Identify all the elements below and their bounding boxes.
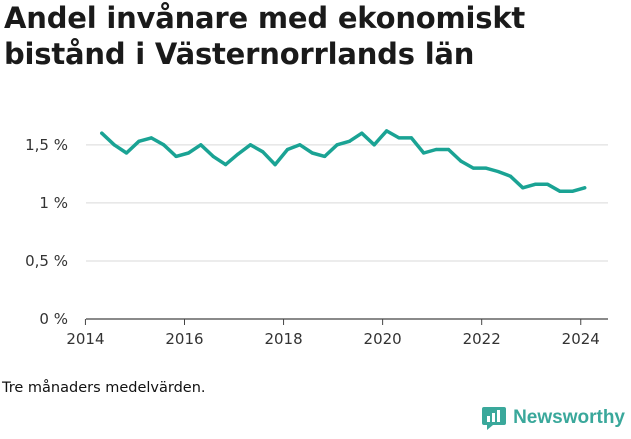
- data-point: [558, 189, 562, 193]
- x-tick-label: 2018: [264, 330, 302, 348]
- chart-title: Andel invånare med ekonomiskt bistånd i …: [4, 1, 526, 71]
- chart-caption: Tre månaders medelvärden.: [2, 380, 206, 396]
- data-point: [149, 136, 153, 140]
- data-point: [360, 131, 364, 135]
- x-tick-label: 2014: [66, 330, 104, 348]
- data-point: [521, 186, 525, 190]
- data-point: [199, 143, 203, 147]
- x-tick-label: 2024: [562, 330, 600, 348]
- data-point: [583, 186, 587, 190]
- series-lines: [100, 129, 587, 194]
- data-point: [347, 139, 352, 143]
- y-tick-label: 1 %: [39, 194, 68, 212]
- data-point: [372, 143, 376, 147]
- series-line: [100, 129, 587, 194]
- data-point: [298, 143, 302, 147]
- x-tick-label: 2022: [463, 330, 501, 348]
- data-point: [409, 136, 413, 140]
- data-point: [211, 154, 215, 159]
- gridlines: [86, 144, 608, 320]
- brand-name: Newsworthy: [513, 407, 625, 428]
- data-point: [285, 147, 290, 152]
- data-point: [434, 147, 438, 152]
- data-point: [335, 143, 339, 147]
- data-point: [397, 136, 401, 140]
- data-point: [112, 143, 116, 147]
- data-point: [496, 169, 500, 174]
- x-tick-label: 2016: [165, 330, 203, 348]
- data-point: [459, 159, 463, 163]
- x-axis: 2014 2016 2018 2020 2022 2024: [66, 319, 600, 348]
- data-point: [545, 182, 550, 186]
- line-chart: 0 % 0,5 % 1 % 1,5 % 2014 2016 2018 2020 2022 202…: [25, 129, 608, 348]
- data-point: [484, 166, 488, 170]
- data-point: [533, 182, 537, 186]
- data-point: [310, 151, 314, 155]
- data-point: [273, 162, 277, 167]
- data-point: [124, 151, 129, 155]
- data-point: [174, 154, 178, 159]
- data-point: [162, 143, 166, 147]
- data-point: [471, 166, 475, 170]
- data-point: [570, 189, 574, 193]
- newsworthy-logo-icon: [482, 407, 507, 430]
- newsworthy-logo: Newsworthy: [481, 405, 625, 431]
- data-point: [137, 139, 141, 143]
- data-point: [186, 151, 191, 155]
- data-point: [236, 152, 240, 156]
- data-point: [323, 154, 327, 159]
- data-point: [422, 151, 426, 155]
- data-point: [261, 150, 265, 154]
- y-axis: 0 % 0,5 % 1 % 1,5 %: [25, 136, 68, 328]
- x-tick-label: 2020: [364, 330, 402, 348]
- data-point: [384, 129, 389, 133]
- y-tick-label: 1,5 %: [25, 136, 68, 154]
- data-point: [248, 143, 252, 147]
- data-point: [224, 162, 228, 167]
- y-tick-label: 0 %: [39, 310, 68, 328]
- data-point: [508, 174, 513, 178]
- y-tick-label: 0,5 %: [25, 252, 68, 270]
- data-point: [446, 147, 451, 152]
- data-point: [100, 131, 104, 135]
